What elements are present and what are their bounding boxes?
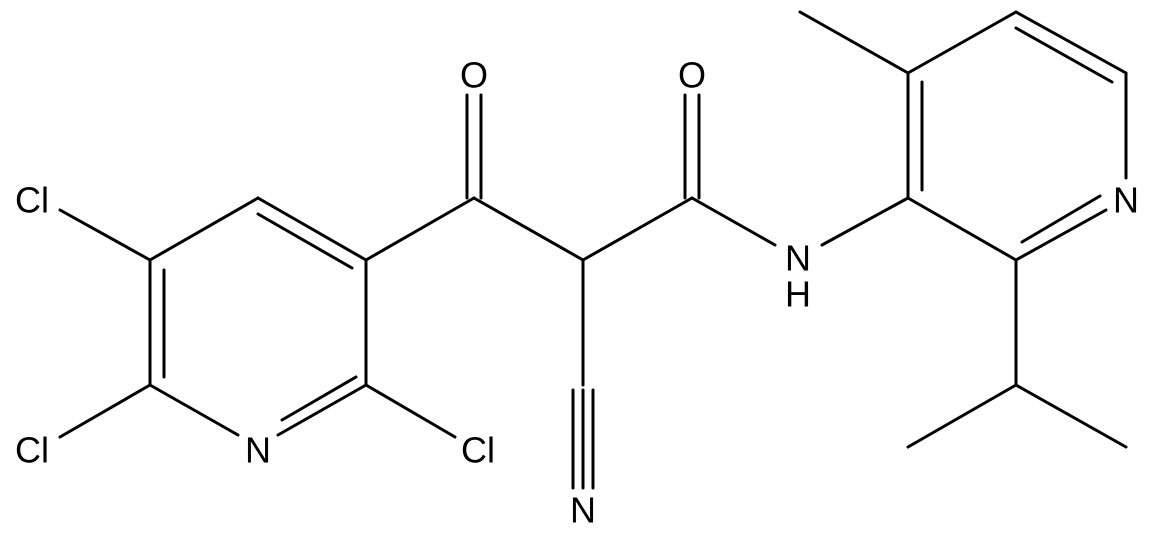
atom-label: N: [570, 490, 596, 531]
atom-label: H: [785, 274, 811, 315]
atom-label: O: [460, 55, 488, 96]
atom-label: N: [245, 430, 271, 471]
atom-label: N: [785, 238, 811, 279]
atom-label: Cl: [15, 180, 49, 221]
atom-label: N: [1113, 180, 1139, 221]
atom-label: O: [678, 55, 706, 96]
bonds: [58, 10, 1128, 490]
atom-label: Cl: [15, 430, 49, 471]
atom-label: Cl: [461, 430, 495, 471]
